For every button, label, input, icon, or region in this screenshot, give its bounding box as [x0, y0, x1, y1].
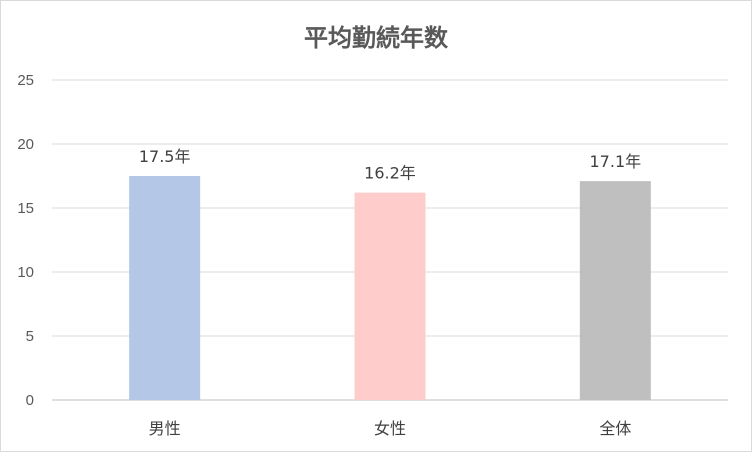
- y-tick-label: 25: [17, 72, 34, 89]
- y-axis-ticks: 0 5 10 15 20 25: [17, 72, 34, 409]
- data-label: 17.5年: [139, 147, 191, 166]
- x-tick-label: 女性: [374, 419, 406, 438]
- data-label: 16.2年: [364, 164, 416, 183]
- chart-title: 平均勤続年数: [304, 24, 449, 52]
- bars: [129, 176, 651, 400]
- x-tick-label: 全体: [599, 419, 631, 438]
- data-labels: 17.5年 16.2年 17.1年: [139, 147, 641, 183]
- x-tick-label: 男性: [149, 419, 181, 438]
- data-label: 17.1年: [590, 152, 642, 171]
- bar: [354, 192, 426, 400]
- y-tick-label: 5: [26, 328, 34, 345]
- bar: [129, 176, 201, 400]
- x-axis-categories: 男性 女性 全体: [149, 419, 632, 438]
- y-tick-label: 20: [17, 136, 34, 153]
- y-tick-label: 0: [26, 392, 34, 409]
- y-tick-label: 10: [17, 264, 34, 281]
- y-tick-label: 15: [17, 200, 34, 217]
- bar: [579, 181, 651, 400]
